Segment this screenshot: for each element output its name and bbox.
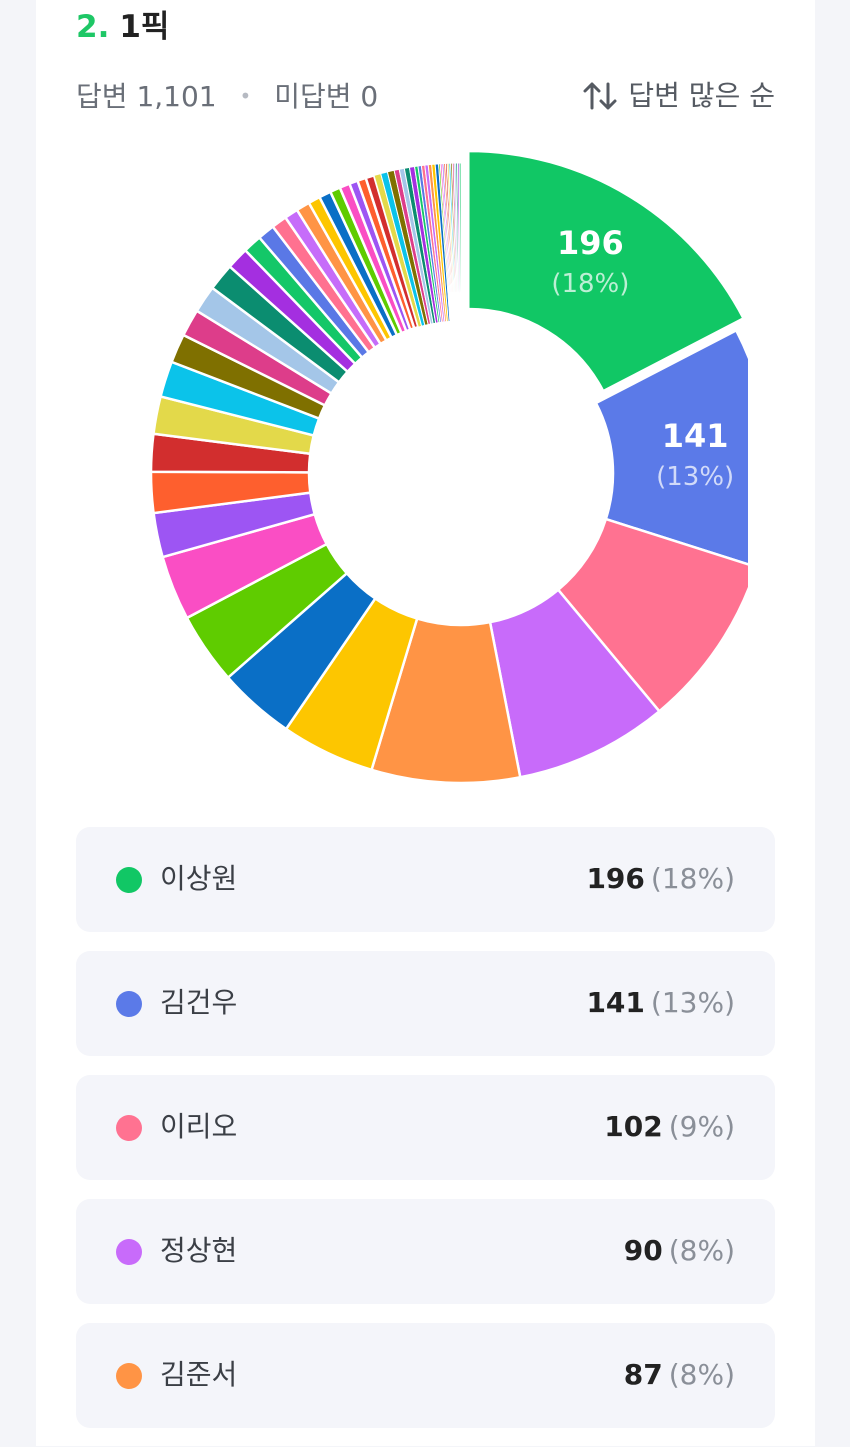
legend-dot-icon xyxy=(116,1239,142,1265)
donut-chart: 196 (18%) 141 (13%) xyxy=(108,148,748,798)
result-value: 102 (9%) xyxy=(604,1107,735,1147)
slice-percent-label: (13%) xyxy=(656,462,734,492)
question-title: 2. 1픽 xyxy=(76,6,169,48)
result-row[interactable]: 김준서 87 (8%) xyxy=(76,1323,775,1428)
result-name: 김준서 xyxy=(160,1358,238,1391)
result-percent: (13%) xyxy=(650,986,735,1019)
answered-count: 1,101 xyxy=(136,80,217,113)
answer-stats: 답변 1,101 • 미답변 0 xyxy=(76,76,378,116)
result-value: 196 (18%) xyxy=(586,859,735,899)
result-row[interactable]: 이리오 102 (9%) xyxy=(76,1075,775,1180)
result-percent: (8%) xyxy=(668,1234,735,1267)
donut-chart-svg: 196 (18%) 141 (13%) xyxy=(149,149,748,785)
result-value: 90 (8%) xyxy=(624,1231,735,1271)
legend-dot-icon xyxy=(116,1363,142,1389)
answered-label: 답변 xyxy=(76,80,128,113)
legend-dot-icon xyxy=(116,867,142,893)
unanswered-label: 미답변 xyxy=(274,80,352,113)
unanswered-count: 0 xyxy=(360,80,379,113)
result-percent: (18%) xyxy=(650,862,735,895)
legend-dot-icon xyxy=(116,991,142,1017)
result-percent: (9%) xyxy=(668,1110,735,1143)
slice-percent-label: (18%) xyxy=(551,269,629,299)
result-count: 141 xyxy=(586,986,645,1019)
result-count: 87 xyxy=(623,1358,663,1391)
result-row[interactable]: 김건우 141 (13%) xyxy=(76,951,775,1056)
result-percent: (8%) xyxy=(668,1358,735,1391)
result-value: 141 (13%) xyxy=(586,983,735,1023)
result-name: 이리오 xyxy=(160,1110,238,1143)
result-value: 87 (8%) xyxy=(624,1355,735,1395)
question-number: 2. xyxy=(76,9,110,45)
slice-value-label: 196 xyxy=(557,224,624,262)
results-list: 이상원 196 (18%) 김건우 141 (13%) 이리오 102 (9%) 정상현 90 (8%… xyxy=(76,827,775,1447)
question-text: 1픽 xyxy=(119,9,170,45)
sort-label: 답변 많은 순 xyxy=(628,79,775,112)
result-row[interactable]: 이상원 196 (18%) xyxy=(76,827,775,932)
sort-arrows-icon xyxy=(583,82,617,110)
result-row[interactable]: 정상현 90 (8%) xyxy=(76,1199,775,1304)
result-name: 이상원 xyxy=(160,862,238,895)
donut-slice[interactable] xyxy=(458,162,462,322)
result-name: 김건우 xyxy=(160,986,238,1019)
result-count: 90 xyxy=(623,1234,663,1267)
sort-toggle[interactable]: 답변 많은 순 xyxy=(582,76,775,116)
donut-slice[interactable] xyxy=(594,328,748,567)
result-count: 196 xyxy=(586,862,645,895)
slice-value-label: 141 xyxy=(662,417,729,455)
stats-separator: • xyxy=(239,84,252,108)
legend-dot-icon xyxy=(116,1115,142,1141)
donut-slice[interactable] xyxy=(467,149,746,393)
result-count: 102 xyxy=(604,1110,663,1143)
result-name: 정상현 xyxy=(160,1234,238,1267)
poll-card: 2. 1픽 답변 1,101 • 미답변 0 답변 많은 순 196 (18%) 14… xyxy=(36,0,815,1446)
